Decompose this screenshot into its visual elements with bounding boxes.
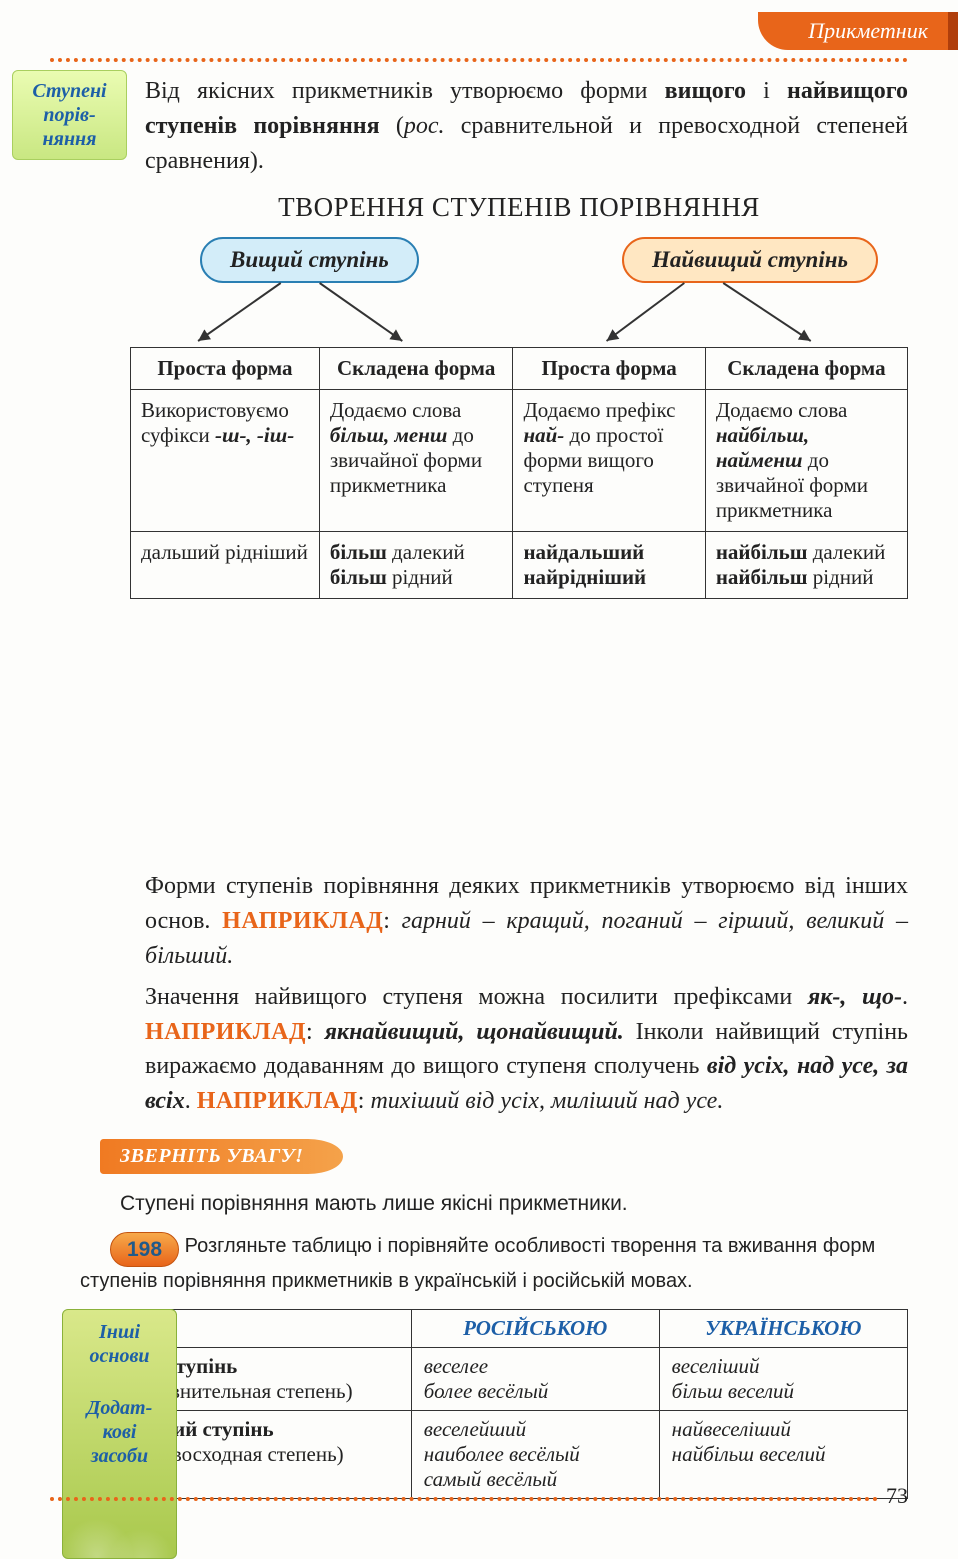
example-label: НАПРИКЛАД [145,1019,306,1045]
chart-arrows-icon [130,281,908,351]
bubble-comparative: Вищий ступінь [200,237,419,283]
formation-table: Проста форма Складена форма Проста форма… [130,347,908,599]
example-label: НАПРИКЛАД [222,908,383,934]
extra-means-paragraph: Значення найвищого ступеня можна посилит… [145,980,908,1119]
margin-label-line: Інші [99,1321,140,1343]
comparison-table: РОСІЙСЬКОЮ УКРАЇНСЬКОЮ Вищий ступінь (ро… [80,1309,908,1499]
table-cell: більш далекий більш рідний [319,532,513,599]
degree-chart: Вищий ступінь Найвищий ступінь [130,237,908,347]
attention-banner: ЗВЕРНІТЬ УВАГУ! [100,1139,343,1174]
cell-text: Додаємо слова [716,398,848,422]
example-label: НАПРИКЛАД [197,1088,358,1114]
para-text: . [185,1088,197,1114]
para-text: . [902,984,908,1010]
cmp-header: РОСІЙСЬКОЮ [411,1310,659,1348]
cell-emph: більш, менш [330,423,448,447]
intro-paragraph: Від якісних прикметників утворюємо форми… [145,74,908,178]
intro-text: ( [380,113,404,139]
cell-text: далекий [387,540,465,564]
intro-text: і [746,78,787,104]
margin-label-line: основи [89,1345,149,1367]
para-italic: тихіший від усіх, миліший над усе. [370,1088,723,1114]
table-cell: Використовуємо суфікси -ш-, -іш- [131,390,320,532]
table-cell: Додаємо слова найбільш, найменш до звича… [705,390,907,532]
table-header: Проста форма [131,348,320,390]
exercise-number: 198 [110,1232,179,1267]
table-cell: найдальший найрідніший [513,532,705,599]
margin-label-line: кові [103,1421,137,1443]
cmp-header: УКРАЇНСЬКОЮ [659,1310,907,1348]
table-cell: дальший рідніший [131,532,320,599]
para-text: Значення найвищого ступеня можна посилит… [145,984,808,1010]
cell-emph: найбільш [716,565,808,589]
margin-label-line: порів- [43,104,95,126]
cell-emph: най- [523,423,564,447]
cmp-cell: веселейший наиболее весёлый самый весёлы… [411,1411,659,1499]
para-italic: якнайвищий, щонайвищий. [325,1019,624,1045]
exercise-text: Розгляньте таблицю і порівняйте особливо… [80,1235,875,1292]
cmp-cell: веселіший більш веселий [659,1348,907,1411]
exercise-block: 198 Розгляньте таблицю і порівняйте особ… [80,1232,908,1295]
margin-label-line: Ступені [32,80,106,102]
other-bases-paragraph: Форми ступенів порівняння деяких прикмет… [145,869,908,973]
table-cell: Додаємо префікс най- до простої форми ви… [513,390,705,532]
attention-text: Ступені порівняння мають лише якісні при… [120,1192,908,1216]
margin-label-line: засоби [91,1445,148,1467]
margin-label-line: няння [43,128,97,150]
section-tab: Прикметник [758,12,958,50]
para-text: : [358,1088,371,1114]
bubble-superlative: Найвищий ступінь [622,237,878,283]
cell-text: рідний [807,565,873,589]
intro-italic: рос. [404,113,445,139]
cell-emph: -ш-, -іш- [215,423,294,447]
page-number: 73 [886,1483,908,1509]
intro-text: Від якісних прикметників утворюємо форми [145,78,665,104]
para-text: : [383,908,401,934]
table-cell: найбільш далекий найбільш рідний [705,532,907,599]
cell-text: Додаємо префікс [523,398,675,422]
table-cell: Додаємо слова більш, менш до звичайної ф… [319,390,513,532]
top-dotted-rule [50,58,908,62]
cell-text: Додаємо слова [330,398,462,422]
cmp-cell: веселее более весёлый [411,1348,659,1411]
para-text: : [306,1019,325,1045]
margin-label-other: Інші основи Додат- кові засоби [62,1309,177,1559]
cell-emph: більш [330,565,387,589]
cell-emph: найбільш [716,540,808,564]
table-header: Складена форма [319,348,513,390]
cell-emph: більш [330,540,387,564]
intro-bold: вищого [665,78,746,104]
bottom-dotted-rule [50,1497,878,1501]
cell-text: далекий [807,540,885,564]
para-emph: як-, що- [808,984,902,1010]
table-header: Складена форма [705,348,907,390]
cell-text: рідний [387,565,453,589]
margin-label-line: Додат- [87,1397,153,1419]
margin-label-degrees: Ступені порів- няння [12,70,127,160]
cell-emph: найбільш, найменш [716,423,809,472]
cmp-cell: найвеселіший найбільш веселий [659,1411,907,1499]
table-header: Проста форма [513,348,705,390]
section-heading: ТВОРЕННЯ СТУПЕНІВ ПОРІВНЯННЯ [130,192,908,223]
